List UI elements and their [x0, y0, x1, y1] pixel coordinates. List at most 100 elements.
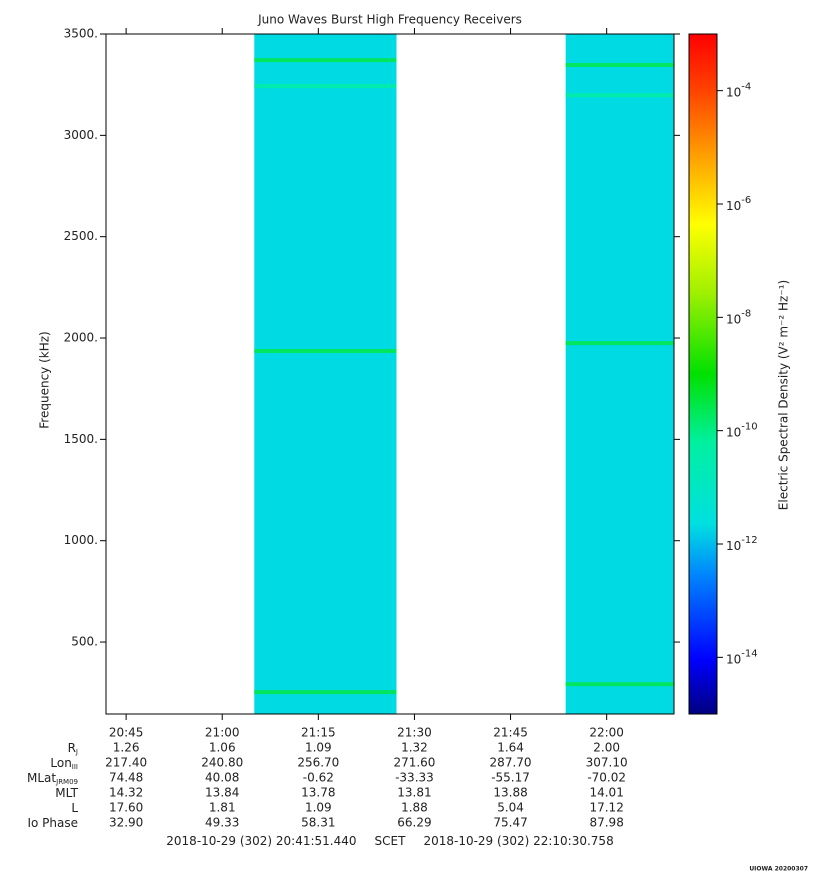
plot-frame [105, 33, 675, 715]
colorbar-tick-exponent: -10 [741, 422, 757, 433]
ephemeris-value: 217.40 [105, 756, 147, 770]
y-tick-label: 500. [71, 635, 98, 649]
ephemeris-value: 74.48 [109, 771, 143, 785]
ephemeris-value: 13.78 [301, 786, 335, 800]
colorbar-tick-exponent: -12 [741, 535, 757, 546]
colorbar-tick-exponent: -4 [741, 82, 751, 93]
emission-line [565, 63, 674, 68]
y-tick-label: 2000. [64, 331, 98, 345]
ephemeris-label-sub: III [72, 763, 78, 771]
ephemeris-value: 5.04 [497, 801, 524, 815]
ephemeris-value: -0.62 [303, 771, 334, 785]
x-tick-label: 22:00 [589, 726, 624, 740]
ephemeris-value: 1.64 [497, 741, 524, 755]
ephemeris-value: -33.33 [395, 771, 434, 785]
ephemeris-value: 271.60 [393, 756, 435, 770]
colorbar-tick-base: 10 [726, 85, 741, 99]
ephemeris-value: 49.33 [205, 816, 239, 830]
x-tick-label: 21:15 [301, 726, 336, 740]
colorbar-tick-base: 10 [726, 425, 741, 439]
ephemeris-value: 307.10 [586, 756, 628, 770]
ephemeris-value: 13.88 [493, 786, 527, 800]
footer-start: 2018-10-29 (302) 20:41:51.440 [166, 834, 356, 848]
ephemeris-value: -70.02 [587, 771, 626, 785]
ephemeris-value: 58.31 [301, 816, 335, 830]
ephemeris-label-text: MLat [27, 771, 56, 785]
ephemeris-value: 1.26 [113, 741, 140, 755]
ephemeris-value: 287.70 [490, 756, 532, 770]
ephemeris-value: 75.47 [493, 816, 527, 830]
ephemeris-value: 13.84 [205, 786, 239, 800]
ephemeris-value: 13.81 [397, 786, 431, 800]
ephemeris-label-text: Lon [50, 756, 71, 770]
ephemeris-label: MLatJRM09 [27, 771, 78, 787]
ephemeris-label-text: R [68, 741, 76, 755]
ephemeris-value: 1.09 [305, 741, 332, 755]
colorbar-tick-label: 10-8 [726, 308, 751, 326]
ephemeris-value: 14.32 [109, 786, 143, 800]
ephemeris-value: 40.08 [205, 771, 239, 785]
ephemeris-label: MLT [55, 786, 78, 800]
colorbar-tick-base: 10 [726, 199, 741, 213]
colorbar-tick-base: 10 [726, 312, 741, 326]
ephemeris-value: 1.09 [305, 801, 332, 815]
ephemeris-value: 32.90 [109, 816, 143, 830]
colorbar-tick-label: 10-10 [726, 422, 758, 440]
ephemeris-label: LonIII [50, 756, 78, 772]
ephemeris-label: L [71, 801, 78, 815]
ephemeris-value: 240.80 [201, 756, 243, 770]
x-tick-label: 21:30 [397, 726, 432, 740]
ephemeris-value: 1.06 [209, 741, 236, 755]
ephemeris-value: 1.88 [401, 801, 428, 815]
ephemeris-value: 1.81 [209, 801, 236, 815]
emission-line [254, 690, 397, 695]
footer: 2018-10-29 (302) 20:41:51.440 SCET 2018-10… [166, 834, 613, 848]
footer-separator: SCET [375, 834, 407, 848]
colorbar-tick-label: 10-6 [726, 195, 751, 213]
colorbar-tick-base: 10 [726, 652, 741, 666]
y-tick-label: 3000. [64, 128, 98, 142]
ephemeris-value: 17.60 [109, 801, 143, 815]
footer-end: 2018-10-29 (302) 22:10:30.758 [423, 834, 613, 848]
emission-line [254, 58, 397, 63]
credit: UIOWA 20200307 [749, 866, 808, 873]
ephemeris-value: 256.70 [297, 756, 339, 770]
colorbar-tick-label: 10-12 [726, 535, 758, 553]
emission-line [254, 84, 397, 89]
chart-title: Juno Waves Burst High Frequency Receiver… [257, 13, 522, 27]
colorbar-label: Electric Spectral Density (V² m⁻² Hz⁻¹) [777, 280, 791, 510]
y-tick-label: 3500. [64, 27, 98, 41]
ephemeris-label-sub: JRM09 [55, 778, 78, 786]
y-tick-label: 2500. [64, 229, 98, 243]
colorbar-tick-exponent: -8 [741, 308, 751, 319]
ephemeris-label-text: Io Phase [27, 816, 78, 830]
ephemeris-value: 2.00 [593, 741, 620, 755]
emission-line [565, 93, 674, 98]
x-tick-label: 21:00 [205, 726, 240, 740]
ephemeris-value: 87.98 [589, 816, 623, 830]
ephemeris-value: 1.32 [401, 741, 428, 755]
data-segment [254, 34, 397, 714]
colorbar-tick-label: 10-14 [726, 648, 758, 666]
colorbar [688, 33, 718, 715]
data-segment [565, 34, 674, 714]
ephemeris-label-sub: J [75, 748, 78, 756]
y-axis-label: Frequency (kHz) [38, 331, 52, 428]
colorbar-tick-exponent: -6 [741, 195, 751, 206]
colorbar-tick-label: 10-4 [726, 82, 751, 100]
ephemeris-value: 17.12 [589, 801, 623, 815]
ephemeris-value: -55.17 [491, 771, 530, 785]
x-tick-label: 21:45 [493, 726, 528, 740]
emission-line [565, 682, 674, 687]
ephemeris-value: 66.29 [397, 816, 431, 830]
ephemeris-label: Io Phase [27, 816, 78, 830]
x-tick-label: 20:45 [109, 726, 144, 740]
emission-line [565, 341, 674, 346]
ephemeris-label: RJ [68, 741, 78, 757]
colorbar-tick-base: 10 [726, 539, 741, 553]
emission-line [254, 348, 397, 353]
y-tick-label: 1500. [64, 432, 98, 446]
ephemeris-value: 14.01 [589, 786, 623, 800]
ephemeris-label-text: MLT [55, 786, 78, 800]
